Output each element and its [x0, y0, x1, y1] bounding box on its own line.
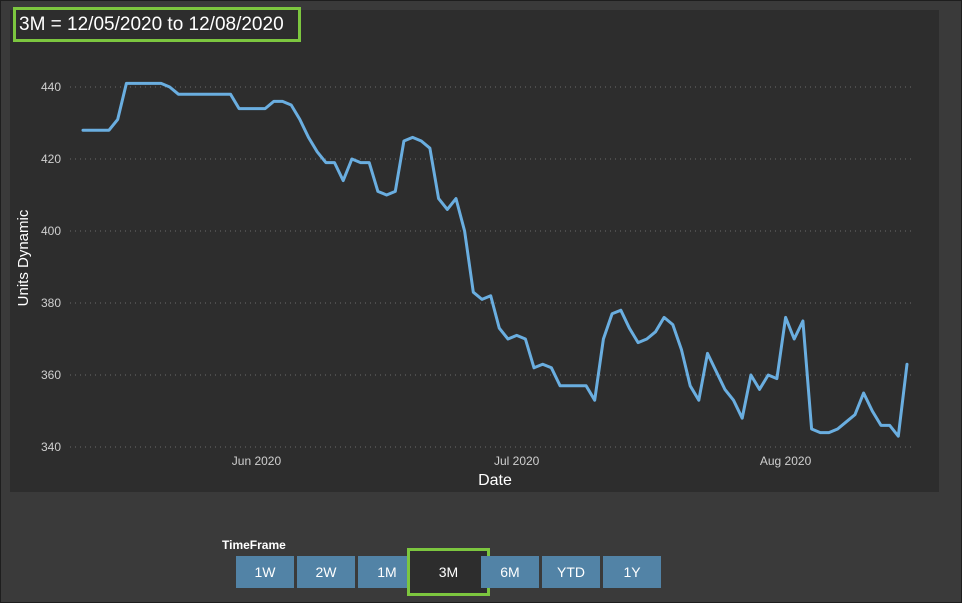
x-axis-label: Date: [478, 472, 512, 489]
y-tick-label: 400: [41, 224, 61, 238]
timeframe-label: TimeFrame: [222, 538, 286, 552]
y-axis-label: Units Dynamic: [15, 209, 32, 306]
x-tick-label: Jul 2020: [494, 454, 540, 468]
series-line: [81, 81, 909, 438]
chart-title: 3M = 12/05/2020 to 12/08/2020: [19, 14, 284, 35]
timeframe-button-1m[interactable]: 1M: [358, 556, 416, 588]
chart-panel: 340 360 380 400 420 440 Jun 2020 Jul 2020 Aug 20…: [10, 10, 939, 492]
timeframe-button-1y[interactable]: 1Y: [603, 556, 661, 588]
timeframe-button-3m[interactable]: 3M: [407, 548, 490, 596]
timeframe-button-2w[interactable]: 2W: [297, 556, 355, 588]
x-tick-label: Jun 2020: [232, 454, 282, 468]
timeframe-button-ytd[interactable]: YTD: [542, 556, 600, 588]
y-tick-label: 440: [41, 80, 61, 94]
y-tick-label: 380: [41, 296, 61, 310]
timeframe-button-6m[interactable]: 6M: [481, 556, 539, 588]
x-tick-label: Aug 2020: [760, 454, 812, 468]
y-tick-label: 420: [41, 152, 61, 166]
chart-title-box: 3M = 12/05/2020 to 12/08/2020: [13, 7, 301, 42]
y-tick-label: 360: [41, 368, 61, 382]
y-tick-label: 340: [41, 440, 61, 454]
timeframe-button-1w[interactable]: 1W: [236, 556, 294, 588]
line-chart: 340 360 380 400 420 440 Jun 2020 Jul 2020 Aug 20…: [15, 80, 915, 489]
